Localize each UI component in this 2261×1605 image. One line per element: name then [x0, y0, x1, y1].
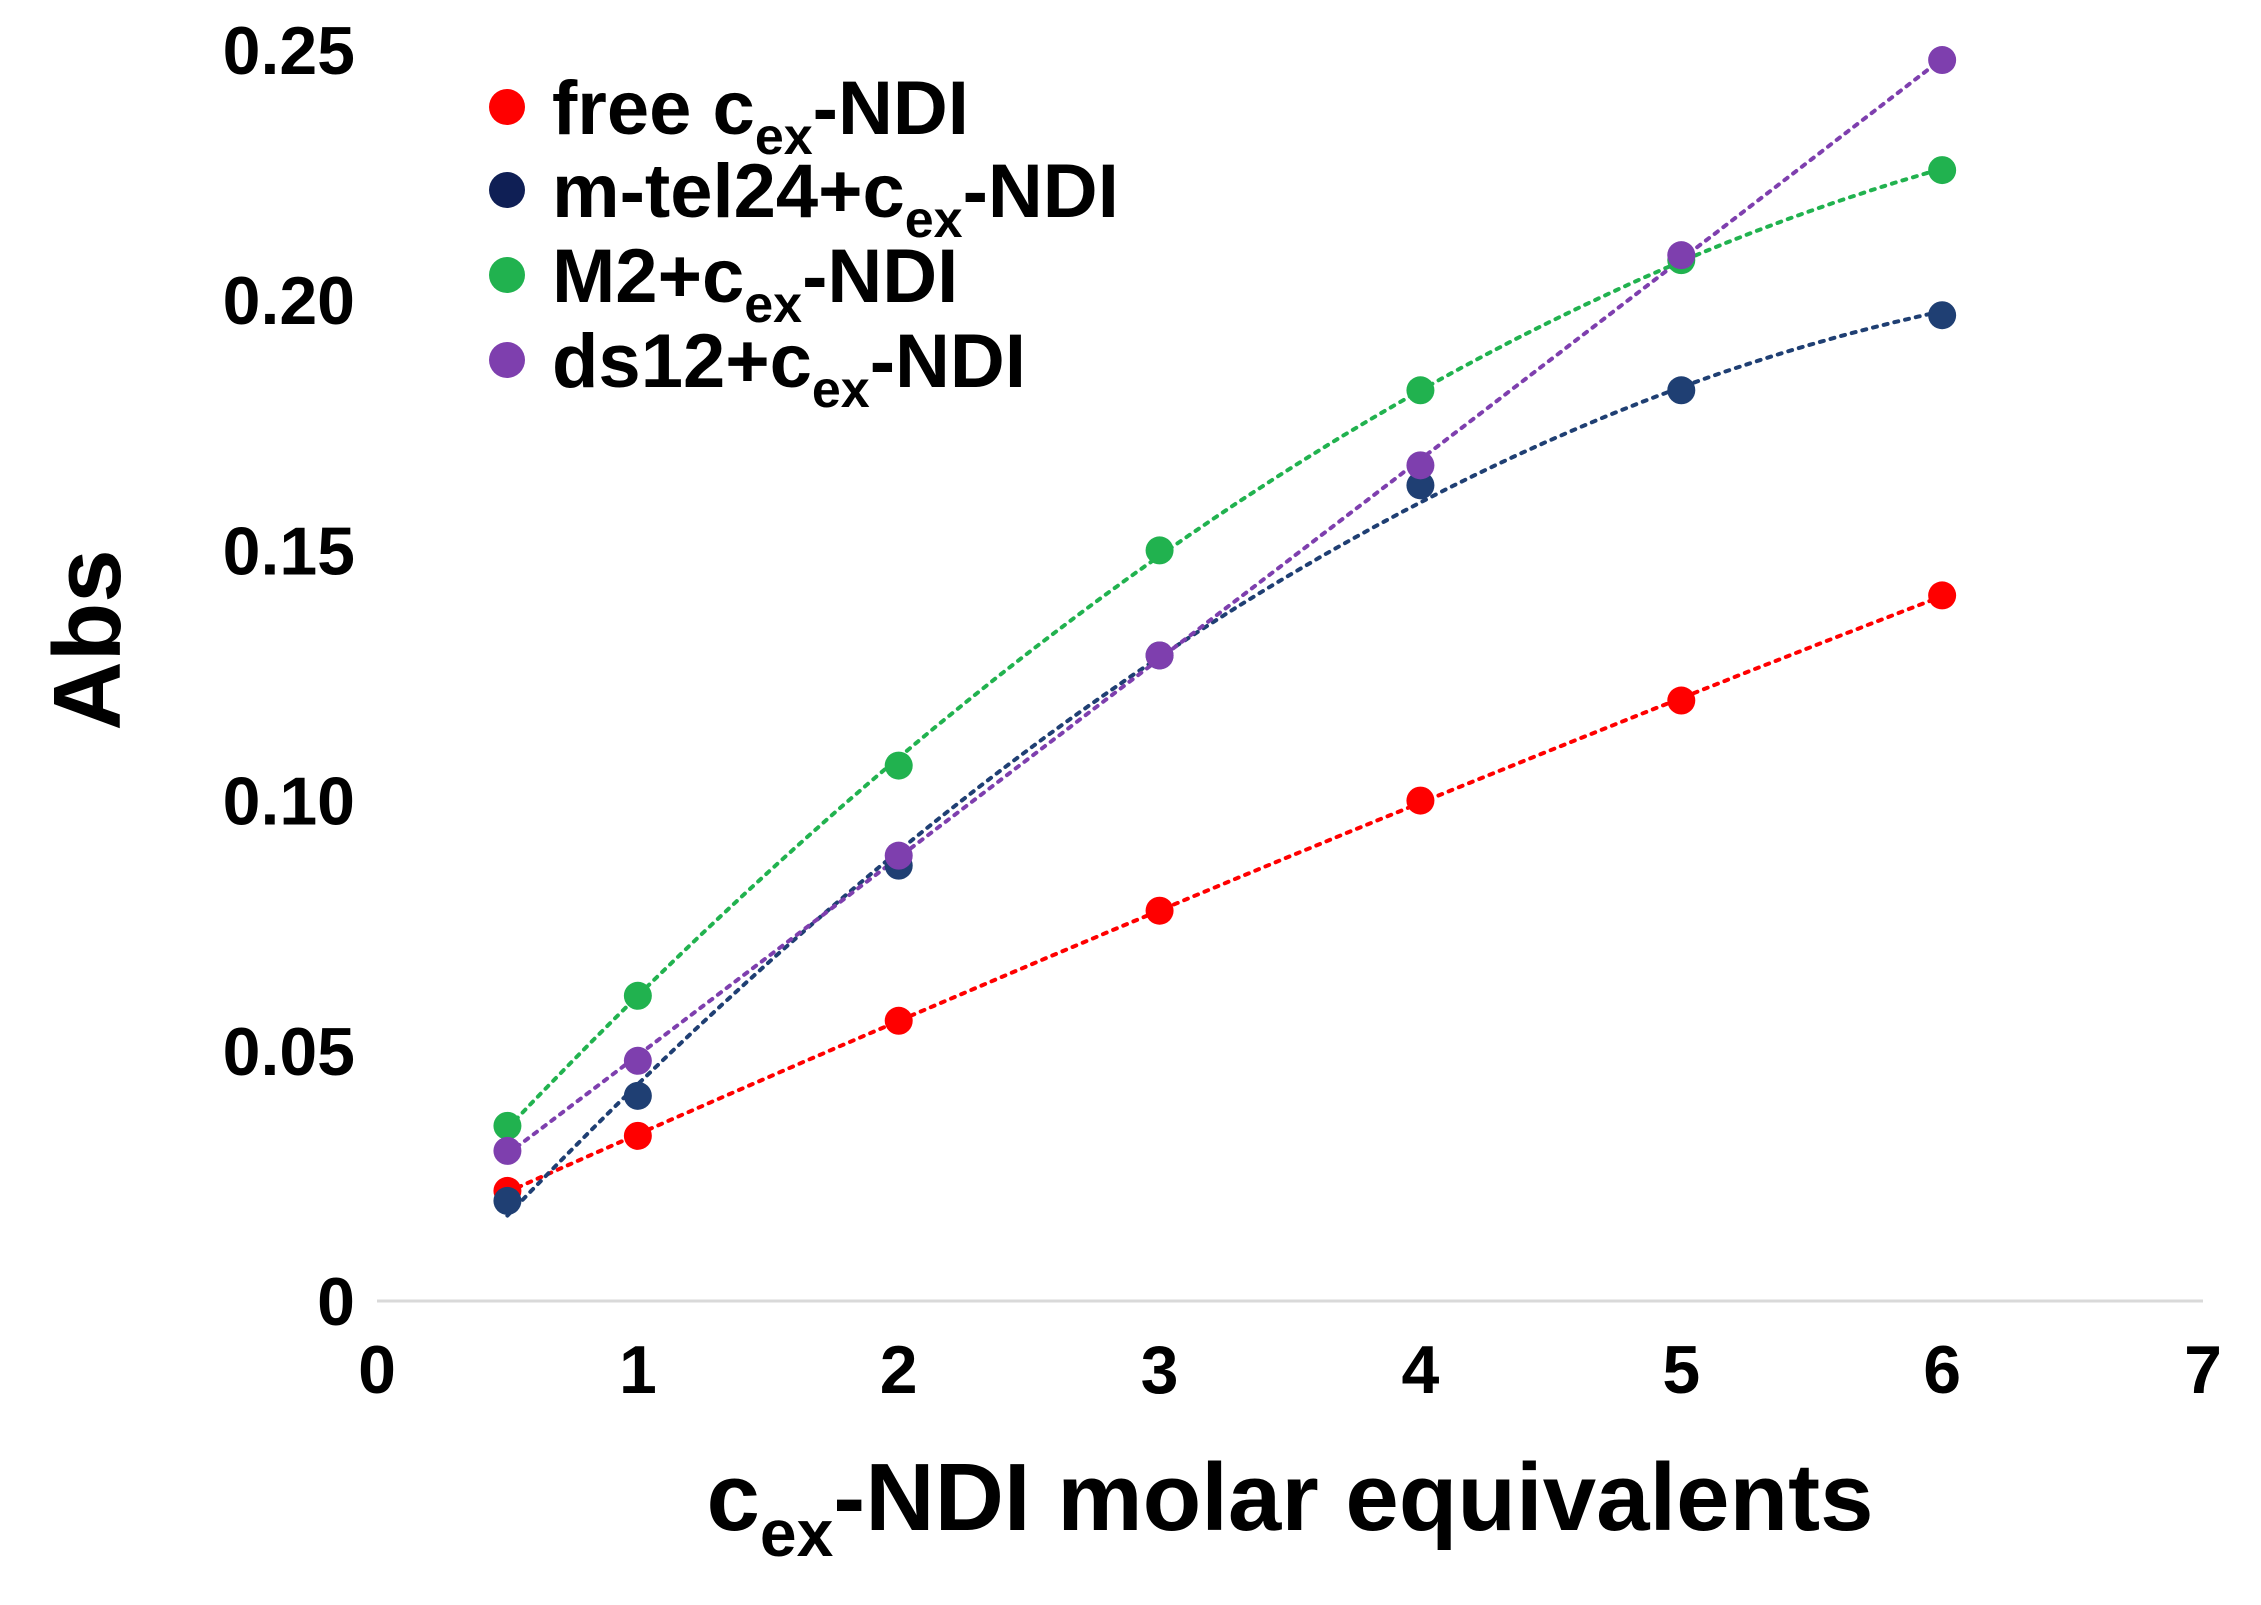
data-point-series-1	[1145, 896, 1174, 925]
legend-label-main: m-tel24+c	[552, 149, 905, 234]
x-tick-label: 7	[2184, 1332, 2222, 1408]
y-axis-title: Abs	[34, 549, 141, 730]
data-point-series-4	[884, 841, 913, 870]
x-tick-label: 5	[1662, 1332, 1700, 1408]
legend-label-main: ds12+c	[552, 319, 812, 404]
legend-marker-series-1	[489, 89, 525, 125]
trendline-series-4	[505, 56, 1945, 1157]
trendline-series-1	[505, 594, 1945, 1194]
legend-label-suffix: -NDI	[802, 234, 958, 319]
y-tick-label: 0.25	[223, 13, 355, 89]
legend-label-series-4: ds12+cex-NDI	[552, 319, 1026, 419]
data-point-series-1	[1406, 786, 1435, 815]
data-point-series-3	[493, 1111, 522, 1140]
legend-label-series-1: free cex-NDI	[552, 66, 969, 166]
y-tick-label: 0.05	[223, 1014, 355, 1090]
legend-marker-series-3	[489, 257, 525, 293]
data-point-series-3	[884, 751, 913, 780]
data-point-series-4	[1145, 641, 1174, 670]
legend-label-series-2: m-tel24+cex-NDI	[552, 149, 1119, 249]
data-point-series-4	[1667, 241, 1696, 270]
data-point-series-4	[1406, 451, 1435, 480]
legend-marker-series-4	[489, 342, 525, 378]
axis-titles: Abs cex-NDI molar equivalents	[34, 549, 1874, 1570]
data-point-series-2	[493, 1186, 522, 1215]
data-point-series-1	[884, 1006, 913, 1035]
x-tick-label: 2	[880, 1332, 918, 1408]
legend-label-series-3: M2+cex-NDI	[552, 234, 958, 334]
data-point-series-3	[1145, 536, 1174, 565]
y-tick-label: 0.20	[223, 263, 355, 339]
data-point-series-3	[1928, 156, 1957, 185]
tick-labels: 0 0.05 0.10 0.15 0.20 0.25 0 1 2 3 4 5 6 7	[223, 13, 2222, 1408]
data-point-series-1	[1667, 686, 1696, 715]
y-tick-label: 0.15	[223, 513, 355, 589]
legend-label-subscript: ex	[755, 108, 813, 166]
data-points	[493, 46, 1957, 1215]
x-tick-label: 6	[1923, 1332, 1961, 1408]
data-point-series-1	[1928, 581, 1957, 610]
data-point-series-3	[1406, 376, 1435, 405]
trendline-series-2	[505, 309, 1945, 1218]
trendlines	[505, 56, 1945, 1218]
legend-label-subscript: ex	[812, 361, 870, 419]
data-point-series-4	[623, 1046, 652, 1075]
legend: free cex-NDIm-tel24+cex-NDIM2+cex-NDIds1…	[489, 66, 1119, 419]
legend-label-subscript: ex	[905, 191, 963, 249]
x-axis-title-suffix: -NDI molar equivalents	[833, 1444, 1873, 1551]
legend-marker-series-2	[489, 172, 525, 208]
data-point-series-4	[493, 1136, 522, 1165]
x-axis-title: cex-NDI molar equivalents	[706, 1444, 1873, 1570]
data-point-series-4	[1928, 46, 1957, 75]
data-point-series-2	[1928, 301, 1957, 330]
legend-label-main: M2+c	[552, 234, 744, 319]
data-point-series-3	[623, 981, 652, 1010]
x-tick-label: 0	[358, 1332, 396, 1408]
data-point-series-2	[1406, 471, 1435, 500]
legend-label-suffix: -NDI	[963, 149, 1119, 234]
x-axis-title-subscript: ex	[760, 1496, 834, 1570]
trendline-series-3	[505, 166, 1945, 1131]
data-point-series-1	[623, 1121, 652, 1150]
data-point-series-2	[623, 1081, 652, 1110]
legend-label-subscript: ex	[744, 276, 802, 334]
legend-label-suffix: -NDI	[870, 319, 1026, 404]
y-tick-label: 0.10	[223, 764, 355, 840]
x-tick-label: 3	[1141, 1332, 1179, 1408]
y-tick-label: 0	[317, 1264, 355, 1340]
legend-label-suffix: -NDI	[813, 66, 969, 151]
legend-label-main: free c	[552, 66, 755, 151]
x-tick-label: 1	[619, 1332, 657, 1408]
x-axis-title-main: c	[706, 1444, 759, 1551]
x-tick-label: 4	[1402, 1332, 1440, 1408]
data-point-series-2	[1667, 376, 1696, 405]
